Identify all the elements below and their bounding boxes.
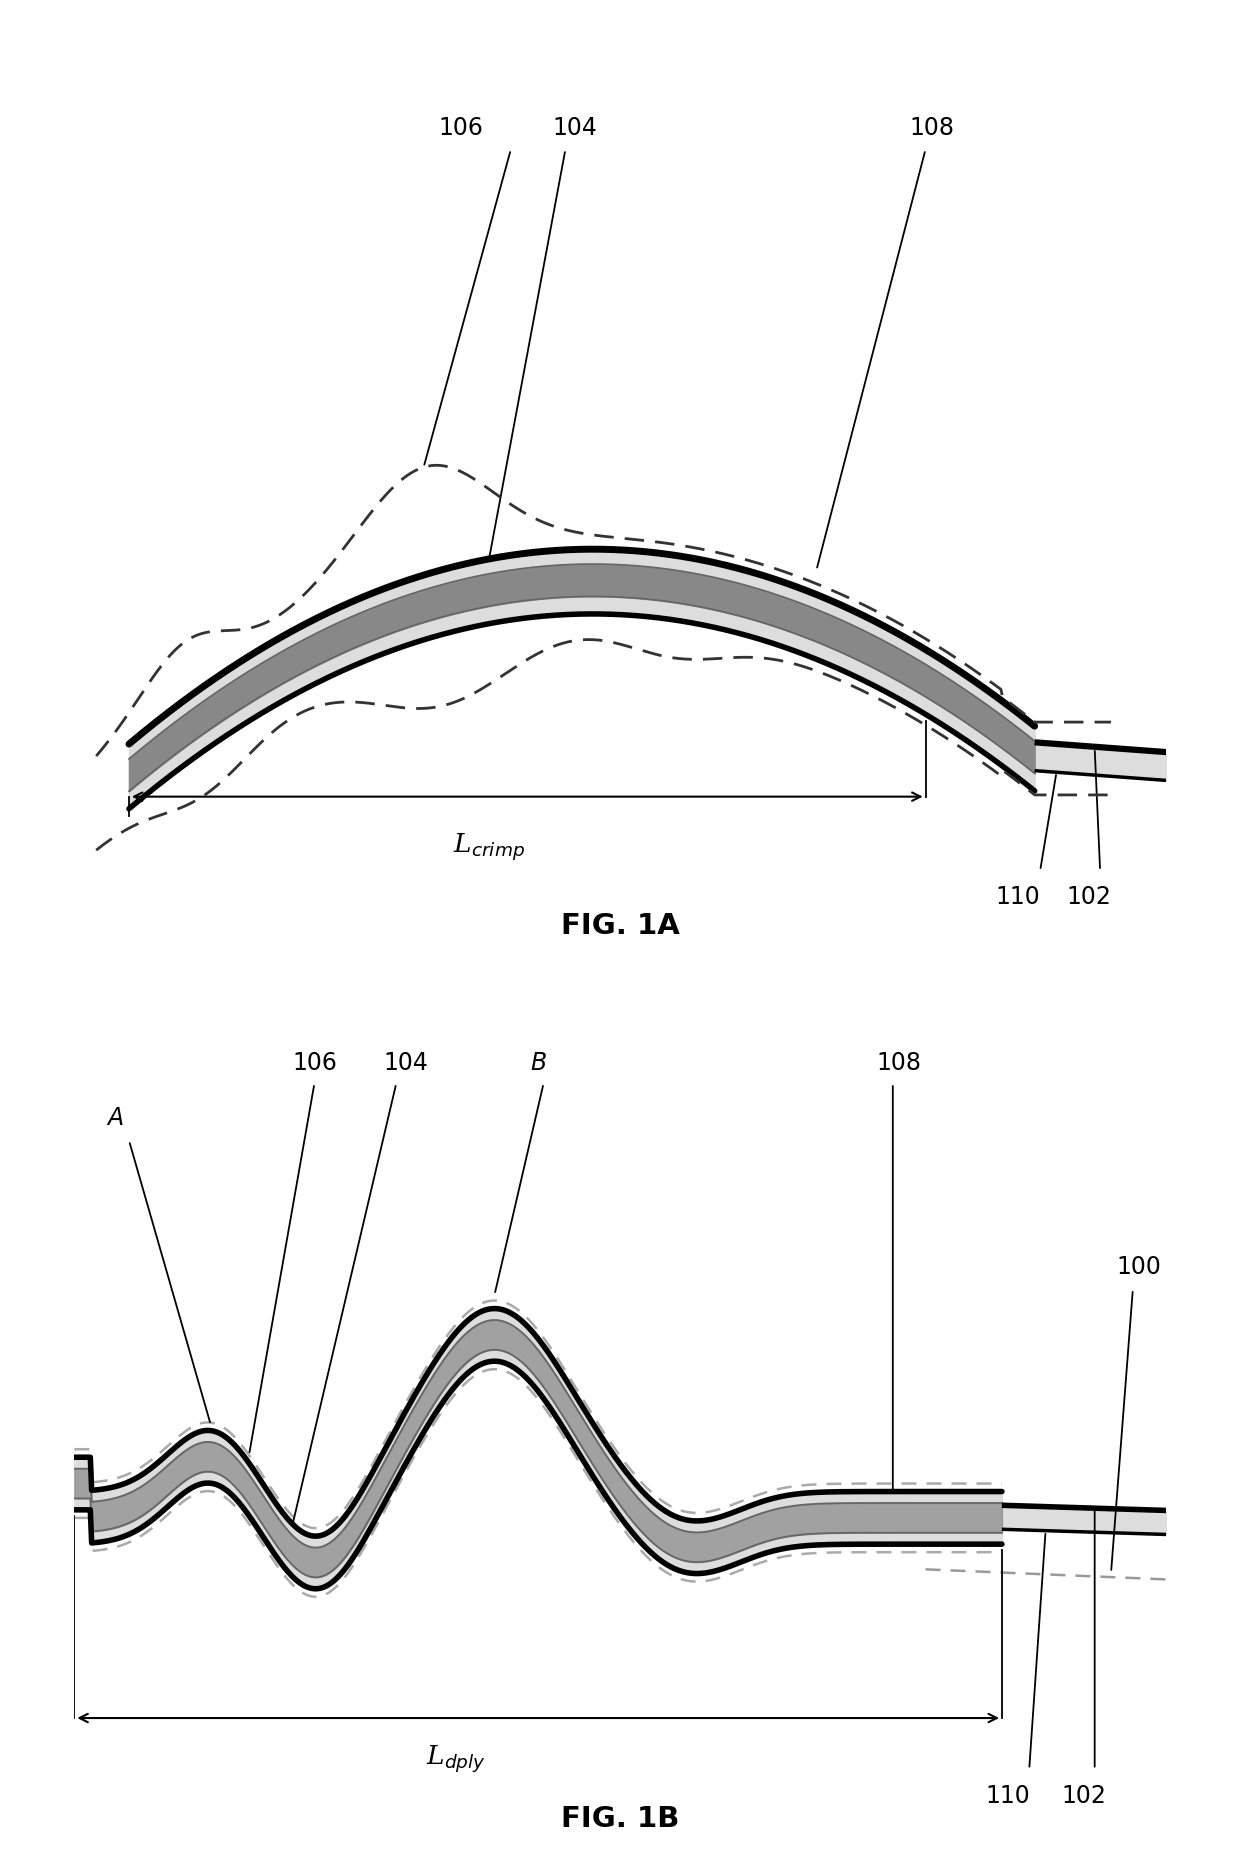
Text: 104: 104 xyxy=(383,1051,428,1074)
Text: FIG. 1B: FIG. 1B xyxy=(560,1804,680,1832)
Text: 108: 108 xyxy=(877,1051,921,1074)
Text: 106: 106 xyxy=(293,1051,337,1074)
Text: 110: 110 xyxy=(996,885,1040,910)
Text: 102: 102 xyxy=(1061,1784,1106,1808)
Text: 102: 102 xyxy=(1066,885,1111,910)
Text: B: B xyxy=(531,1051,547,1074)
Text: L$_{dply}$: L$_{dply}$ xyxy=(427,1743,486,1775)
Text: 106: 106 xyxy=(439,116,484,140)
Text: FIG. 1A: FIG. 1A xyxy=(560,911,680,939)
Text: 110: 110 xyxy=(985,1784,1029,1808)
Text: L$_{crimp}$: L$_{crimp}$ xyxy=(453,831,525,863)
Text: 104: 104 xyxy=(552,116,598,140)
Text: A: A xyxy=(107,1105,123,1130)
Text: 108: 108 xyxy=(909,116,954,140)
Text: 100: 100 xyxy=(1116,1254,1162,1279)
